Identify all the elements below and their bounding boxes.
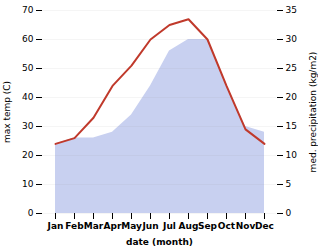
svg-text:Aug: Aug	[179, 221, 199, 231]
svg-text:10: 10	[22, 179, 34, 189]
svg-text:20: 20	[22, 150, 34, 160]
svg-text:med. precipitation (kg/m2): med. precipitation (kg/m2)	[308, 52, 318, 173]
svg-text:May: May	[121, 221, 142, 231]
svg-text:15: 15	[286, 121, 297, 131]
svg-text:Sep: Sep	[198, 221, 218, 231]
svg-text:Nov: Nov	[236, 221, 256, 231]
svg-text:30: 30	[22, 121, 34, 131]
svg-text:25: 25	[286, 63, 297, 73]
svg-text:0: 0	[28, 208, 34, 218]
svg-text:0: 0	[286, 208, 292, 218]
svg-text:Oct: Oct	[218, 221, 236, 231]
svg-text:Jul: Jul	[162, 221, 176, 231]
svg-text:Feb: Feb	[65, 221, 84, 231]
svg-text:Dec: Dec	[255, 221, 274, 231]
svg-text:35: 35	[286, 5, 297, 15]
svg-text:Apr: Apr	[104, 221, 122, 231]
svg-text:10: 10	[286, 150, 298, 160]
svg-text:40: 40	[22, 92, 34, 102]
svg-text:max temp (C): max temp (C)	[2, 81, 12, 143]
svg-text:20: 20	[286, 92, 298, 102]
svg-text:date (month): date (month)	[126, 237, 193, 247]
svg-text:Jan: Jan	[47, 221, 64, 231]
svg-text:30: 30	[286, 34, 298, 44]
svg-text:5: 5	[286, 179, 292, 189]
svg-text:70: 70	[22, 5, 34, 15]
svg-text:Mar: Mar	[84, 221, 104, 231]
svg-text:60: 60	[22, 34, 34, 44]
svg-text:Jun: Jun	[141, 221, 158, 231]
svg-text:50: 50	[22, 63, 34, 73]
